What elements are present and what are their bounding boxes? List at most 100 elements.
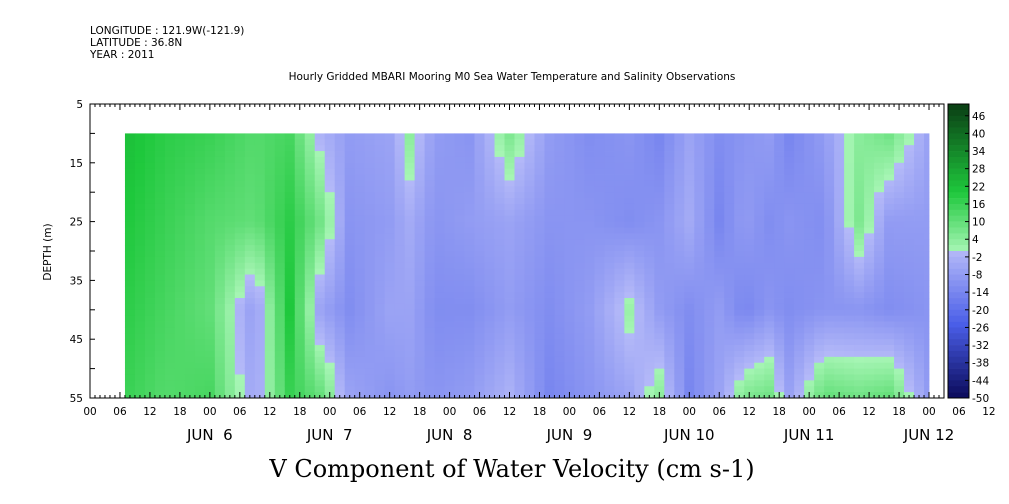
heatmap-cell xyxy=(474,309,485,317)
heatmap-cell xyxy=(454,374,465,381)
heatmap-cell xyxy=(364,256,376,264)
heatmap-cell xyxy=(674,156,685,164)
heatmap-cell xyxy=(404,145,416,152)
heatmap-cell xyxy=(674,321,685,328)
heatmap-cell xyxy=(164,298,176,305)
heatmap-cell xyxy=(824,321,835,328)
heatmap-cell xyxy=(894,198,905,205)
heatmap-cell xyxy=(924,233,930,240)
heatmap-cell xyxy=(454,186,465,193)
heatmap-cell xyxy=(204,356,216,364)
colorbar-segment xyxy=(948,180,969,187)
heatmap-cell xyxy=(584,245,595,252)
heatmap-cell xyxy=(254,186,266,193)
heatmap-cell xyxy=(754,227,765,234)
heatmap-cell xyxy=(734,174,745,181)
heatmap-cell xyxy=(494,156,505,164)
heatmap-cell xyxy=(654,309,665,317)
heatmap-cell xyxy=(894,239,905,246)
heatmap-cell xyxy=(274,227,286,234)
heatmap-cell xyxy=(434,286,445,293)
heatmap-cell xyxy=(364,186,376,193)
heatmap-cell xyxy=(324,368,336,375)
heatmap-cell xyxy=(344,239,356,246)
heatmap-cell xyxy=(314,192,326,199)
heatmap-cell xyxy=(584,268,595,275)
heatmap-cell xyxy=(404,251,416,258)
heatmap-cell xyxy=(494,151,505,158)
heatmap-cell xyxy=(824,303,835,311)
heatmap-cell xyxy=(724,345,735,352)
heatmap-cell xyxy=(844,315,855,322)
heatmap-cell xyxy=(214,180,226,187)
heatmap-cell xyxy=(134,139,146,146)
heatmap-cell xyxy=(834,198,845,205)
heatmap-cell xyxy=(924,350,930,358)
heatmap-cell xyxy=(124,192,136,199)
heatmap-cell xyxy=(344,303,356,311)
heatmap-cell xyxy=(474,380,485,387)
heatmap-cell xyxy=(214,286,226,293)
heatmap-cell xyxy=(424,386,435,393)
heatmap-cell xyxy=(524,198,535,205)
heatmap-cell xyxy=(144,262,156,270)
heatmap-cell xyxy=(304,145,316,152)
heatmap-cell xyxy=(304,350,316,358)
heatmap-cell xyxy=(684,186,695,193)
heatmap-cell xyxy=(674,292,685,299)
heatmap-cell xyxy=(744,345,755,352)
heatmap-cell xyxy=(584,151,595,158)
heatmap-cell xyxy=(324,321,336,328)
heatmap-cell xyxy=(574,327,585,334)
heatmap-cell xyxy=(754,209,765,217)
heatmap-cell xyxy=(624,345,635,352)
heatmap-cell xyxy=(704,215,715,222)
heatmap-cell xyxy=(534,380,545,387)
heatmap-cell xyxy=(824,198,835,205)
heatmap-cell xyxy=(414,227,426,234)
heatmap-cell xyxy=(794,239,805,246)
heatmap-cell xyxy=(414,145,426,152)
heatmap-cell xyxy=(404,309,416,317)
heatmap-cell xyxy=(354,333,366,340)
heatmap-cell xyxy=(834,145,845,152)
heatmap-cell xyxy=(524,303,535,311)
heatmap-cell xyxy=(254,350,266,358)
heatmap-cell xyxy=(744,133,755,140)
heatmap-cell xyxy=(614,198,625,205)
heatmap-cell xyxy=(644,339,655,346)
heatmap-cell xyxy=(294,245,306,252)
heatmap-cell xyxy=(234,321,246,328)
heatmap-cell xyxy=(134,309,146,317)
heatmap-cell xyxy=(464,309,475,317)
heatmap-cell xyxy=(164,274,176,281)
heatmap-cell xyxy=(284,309,296,317)
heatmap-cell xyxy=(374,356,386,364)
heatmap-cell xyxy=(664,380,675,387)
heatmap-cell xyxy=(334,292,346,299)
heatmap-cell xyxy=(784,156,795,164)
heatmap-cell xyxy=(834,215,845,222)
heatmap-cell xyxy=(504,380,515,387)
heatmap-cell xyxy=(344,221,356,228)
heatmap-cell xyxy=(224,233,236,240)
heatmap-cell xyxy=(774,268,785,275)
heatmap-cell xyxy=(834,280,845,287)
heatmap-cell xyxy=(744,286,755,293)
heatmap-cell xyxy=(864,139,875,146)
heatmap-cell xyxy=(664,268,675,275)
heatmap-cell xyxy=(704,156,715,164)
heatmap-cell xyxy=(454,256,465,264)
heatmap-cell xyxy=(804,180,815,187)
heatmap-cell xyxy=(454,268,465,275)
heatmap-cell xyxy=(254,256,266,264)
heatmap-cell xyxy=(504,168,515,175)
heatmap-cell xyxy=(704,374,715,381)
heatmap-cell xyxy=(534,321,545,328)
heatmap-cell xyxy=(374,386,386,393)
heatmap-cell xyxy=(424,256,435,264)
heatmap-cell xyxy=(554,251,565,258)
heatmap-cell xyxy=(374,133,386,140)
heatmap-cell xyxy=(744,386,755,393)
heatmap-cell xyxy=(764,292,775,299)
